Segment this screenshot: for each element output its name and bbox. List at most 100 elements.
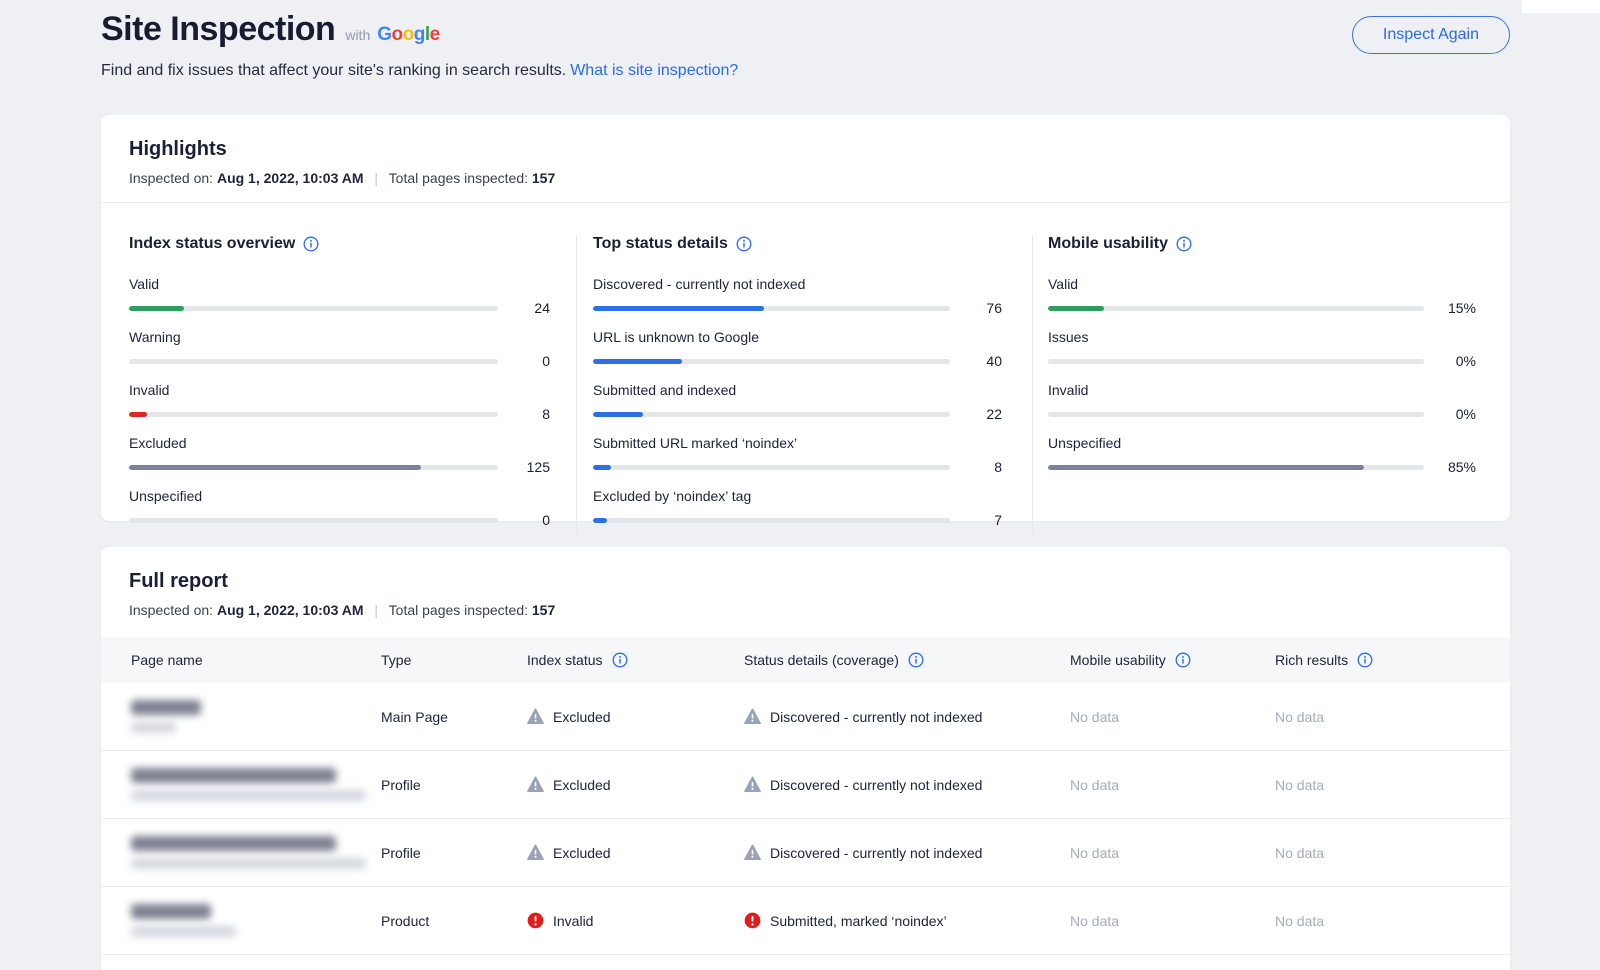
table-row[interactable]: Main Page Excluded Discovered - currentl… [101, 683, 1510, 751]
progress-fill [129, 464, 421, 470]
bar-value: 8 [542, 406, 550, 422]
highlights-columns: Index status overview Valid 24 Warning 0… [101, 203, 1510, 540]
info-icon[interactable] [1176, 236, 1192, 252]
progress-bar [593, 305, 950, 311]
rich-results-cell: No data [1275, 913, 1510, 929]
index-status-cell: Invalid [527, 912, 744, 929]
rich-results-value: No data [1275, 708, 1325, 725]
column-header-index-status: Index status [527, 652, 744, 668]
mobile-usability-value: No data [1070, 912, 1120, 929]
mobile-usability-column: Mobile usability Valid 15% Issues 0% Inv… [1032, 235, 1510, 540]
column-header-label: Status details (coverage) [744, 652, 899, 668]
bar-item: Issues 0% [1048, 328, 1476, 369]
full-report-title: Full report [129, 570, 228, 592]
info-icon[interactable] [736, 236, 752, 252]
column-header-type: Type [381, 652, 527, 668]
bar-label: URL is unknown to Google [593, 329, 760, 345]
partial-next-row [101, 955, 1510, 970]
status-details-cell: Submitted, marked ‘noindex’ [744, 912, 1070, 929]
column-header-status-details: Status details (coverage) [744, 652, 1070, 668]
highlights-title: Highlights [129, 138, 227, 160]
with-label: with [345, 27, 371, 43]
google-letter: g [413, 24, 426, 45]
bar-value: 24 [534, 300, 550, 316]
bar-label: Excluded by ‘noindex’ tag [593, 488, 752, 504]
progress-bar [129, 305, 498, 311]
blurred-page-url [131, 926, 236, 937]
bar-item: Invalid 8 [129, 381, 550, 422]
progress-fill [1048, 305, 1105, 311]
bar-item: Valid 15% [1048, 275, 1476, 316]
progress-fill [129, 305, 185, 311]
bar-value: 15% [1447, 300, 1476, 316]
table-row[interactable]: Product Invalid Submitted, marked ‘noind… [101, 887, 1510, 955]
blurred-page-url [131, 722, 176, 733]
google-letter: l [424, 24, 430, 45]
progress-bar [129, 464, 498, 470]
type-cell: Product [381, 913, 527, 929]
warning-icon [744, 708, 761, 725]
page-title: Site Inspection [101, 10, 336, 48]
full-report-card: Full report Inspected on: Aug 1, 2022, 1… [101, 547, 1510, 970]
mobile-usability-cell: No data [1070, 709, 1275, 725]
bar-item: Valid 24 [129, 275, 550, 316]
status-details-cell: Discovered - currently not indexed [744, 776, 1070, 793]
bar-value: 85% [1447, 459, 1476, 475]
mobile-usability-cell: No data [1070, 845, 1275, 861]
bar-label: Excluded [129, 435, 187, 451]
progress-bar [593, 464, 950, 470]
bar-value: 76 [986, 300, 1002, 316]
bar-value: 40 [986, 353, 1002, 369]
table-row[interactable]: Profile Excluded Discovered - currently … [101, 819, 1510, 887]
bar-item: Excluded 125 [129, 434, 550, 475]
bar-value: 125 [526, 459, 550, 475]
index-status-label: Excluded [553, 844, 611, 861]
rich-results-cell: No data [1275, 709, 1510, 725]
bar-item: Warning 0 [129, 328, 550, 369]
bar-label: Submitted and indexed [593, 382, 737, 398]
progress-bar [593, 411, 950, 417]
rich-results-value: No data [1275, 844, 1325, 861]
page-name-cell [131, 768, 381, 801]
progress-bar [1048, 411, 1424, 417]
bar-value: 8 [994, 459, 1002, 475]
bar-label: Warning [129, 329, 181, 345]
type-cell: Main Page [381, 709, 527, 725]
info-icon[interactable] [303, 236, 319, 252]
progress-fill [593, 464, 611, 470]
inspected-on-label: Inspected on: [129, 602, 214, 618]
bar-label: Issues [1048, 329, 1089, 345]
progress-fill [593, 517, 608, 523]
bar-label: Valid [129, 276, 160, 292]
scrollbar-track[interactable] [1522, 0, 1600, 13]
info-icon[interactable] [612, 652, 628, 668]
what-is-site-inspection-link[interactable]: What is site inspection? [570, 62, 739, 79]
page-subtitle: Find and fix issues that affect your sit… [101, 62, 1510, 80]
subtitle-text: Find and fix issues that affect your sit… [101, 62, 567, 79]
error-icon [744, 912, 761, 929]
page-type: Profile [381, 776, 421, 793]
column-title: Index status overview [129, 235, 296, 252]
column-header-label: Page name [131, 652, 203, 668]
info-icon[interactable] [908, 652, 924, 668]
info-icon[interactable] [1175, 652, 1191, 668]
progress-bar [593, 358, 950, 364]
status-details-cell: Discovered - currently not indexed [744, 708, 1070, 725]
warning-icon [744, 844, 761, 861]
google-letter: e [429, 24, 441, 45]
google-letter: o [391, 24, 404, 45]
bar-item: Submitted and indexed 22 [593, 381, 1002, 422]
page-type: Profile [381, 844, 421, 861]
bar-label: Unspecified [129, 488, 203, 504]
status-details-label: Submitted, marked ‘noindex’ [770, 912, 947, 929]
table-row[interactable]: Profile Excluded Discovered - currently … [101, 751, 1510, 819]
info-icon[interactable] [1357, 652, 1373, 668]
highlights-card-header: Highlights Inspected on: Aug 1, 2022, 10… [101, 115, 1510, 203]
warning-icon [527, 708, 544, 725]
bar-item: URL is unknown to Google 40 [593, 328, 1002, 369]
index-status-cell: Excluded [527, 844, 744, 861]
inspect-again-button[interactable]: Inspect Again [1351, 16, 1510, 54]
bar-value: 0% [1455, 406, 1476, 422]
highlights-meta: Inspected on: Aug 1, 2022, 10:03 AM | To… [129, 170, 1482, 186]
page-type: Product [381, 912, 430, 929]
